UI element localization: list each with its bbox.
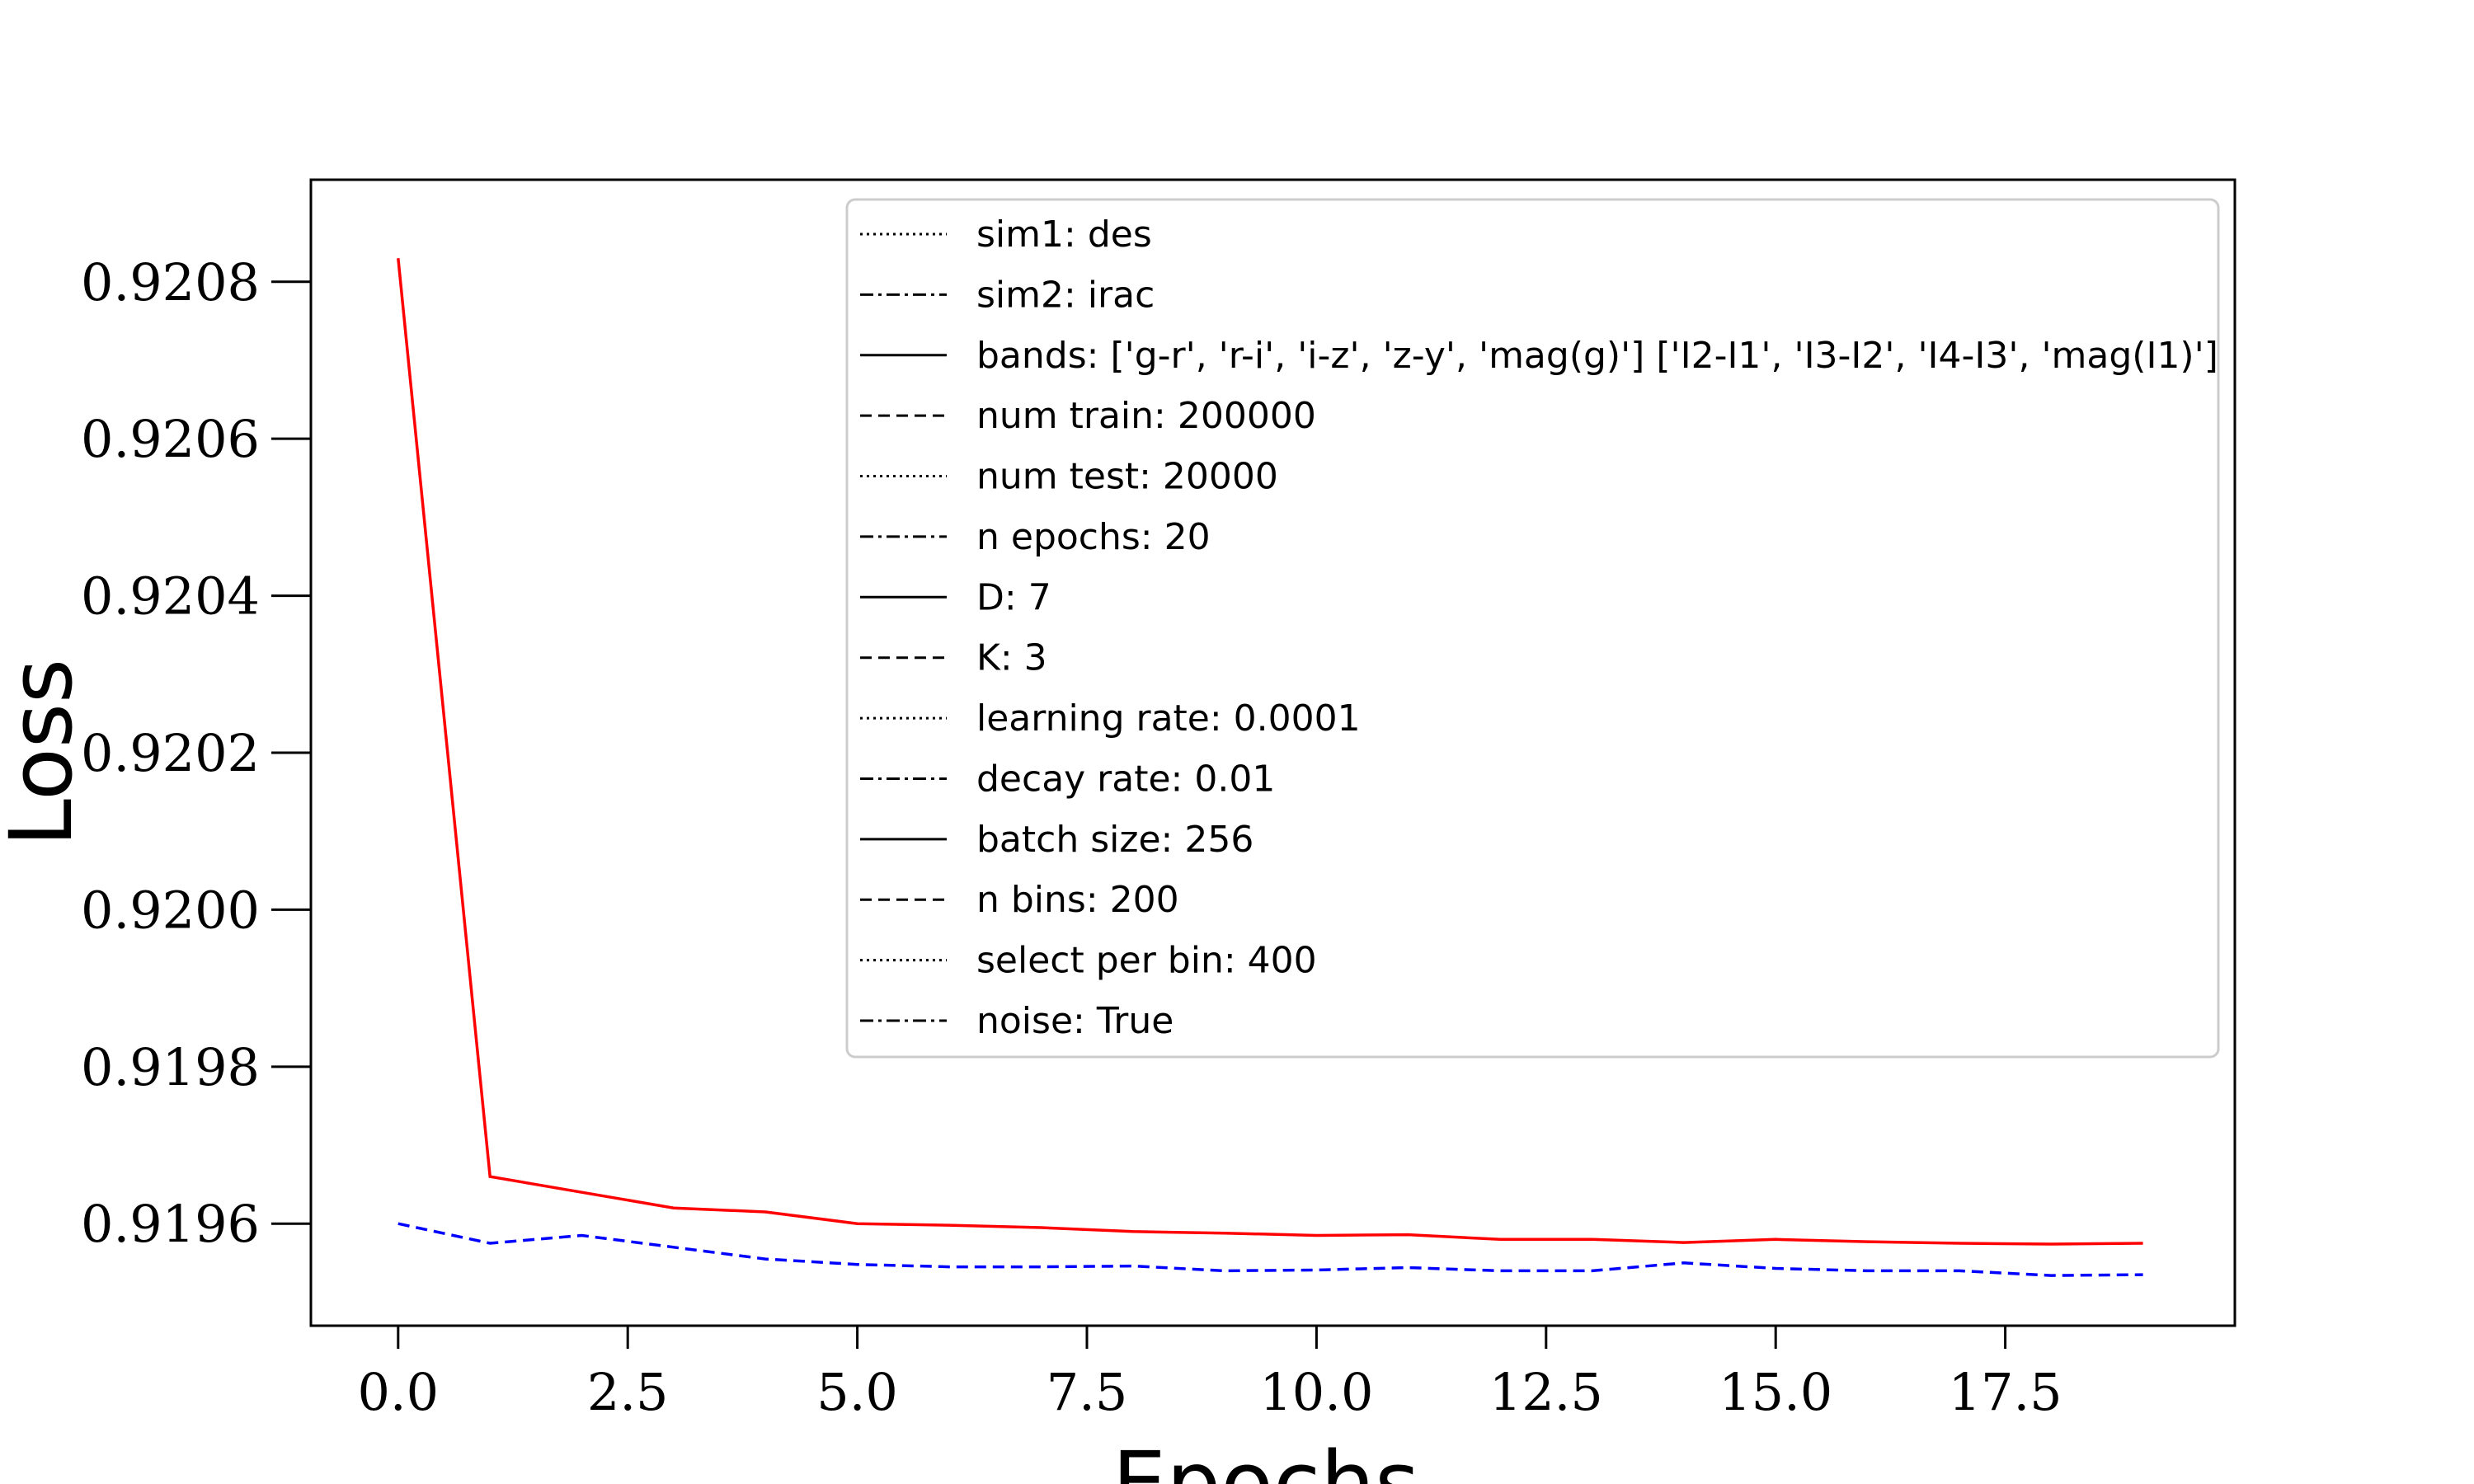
legend-label: sim1: des xyxy=(976,214,1152,256)
legend: sim1: des sim2: irac bands: ['g-r', 'r-i',… xyxy=(845,198,2220,1059)
series-line-1 xyxy=(397,1222,2143,1277)
y-tick-label: 0.9200 xyxy=(81,880,260,940)
legend-label: n bins: 200 xyxy=(976,879,1179,921)
y-tick-label: 0.9196 xyxy=(81,1194,260,1254)
legend-frame xyxy=(845,198,2220,1059)
x-axis: 0.0 2.5 5.0 7.5 10.0 12.5 15.0 17.5 xyxy=(357,1326,2062,1422)
y-tick-label: 0.9206 xyxy=(81,409,260,469)
plot-area xyxy=(397,258,2143,1277)
y-tick-label: 0.9198 xyxy=(81,1037,260,1097)
x-tick-label: 15.0 xyxy=(1719,1362,1832,1422)
x-tick-label: 0.0 xyxy=(357,1362,439,1422)
x-tick-label: 2.5 xyxy=(587,1362,669,1422)
x-tick-label: 17.5 xyxy=(1949,1362,2062,1422)
y-axis: 0.9196 0.9198 0.9200 0.9202 0.9204 0.9206 0.92… xyxy=(81,252,311,1254)
legend-label: decay rate: 0.01 xyxy=(976,758,1275,800)
y-axis-title: Loss xyxy=(0,659,92,847)
x-tick-label: 10.0 xyxy=(1259,1362,1373,1422)
y-tick-label: 0.9202 xyxy=(81,723,260,783)
legend-label: select per bin: 400 xyxy=(976,940,1317,982)
x-tick-label: 7.5 xyxy=(1047,1362,1128,1422)
legend-label: noise: True xyxy=(976,1000,1174,1042)
legend-label: num test: 20000 xyxy=(976,456,1278,498)
x-axis-title: Epochs xyxy=(1112,1433,1420,1484)
legend-label: learning rate: 0.0001 xyxy=(976,697,1361,740)
legend-label: sim2: irac xyxy=(976,274,1155,316)
legend-label: n epochs: 20 xyxy=(976,516,1211,558)
y-tick-label: 0.9208 xyxy=(81,252,260,312)
legend-label: D: 7 xyxy=(976,576,1051,618)
x-tick-label: 5.0 xyxy=(816,1362,898,1422)
series-line-0 xyxy=(397,258,2143,1246)
y-tick-label: 0.9204 xyxy=(81,566,260,627)
x-tick-label: 12.5 xyxy=(1489,1362,1603,1422)
legend-label: bands: ['g-r', 'r-i', 'i-z', 'z-y', 'mag… xyxy=(976,335,2218,377)
legend-label: K: 3 xyxy=(976,637,1047,679)
legend-label: batch size: 256 xyxy=(976,819,1253,861)
legend-label: num train: 200000 xyxy=(976,395,1316,437)
